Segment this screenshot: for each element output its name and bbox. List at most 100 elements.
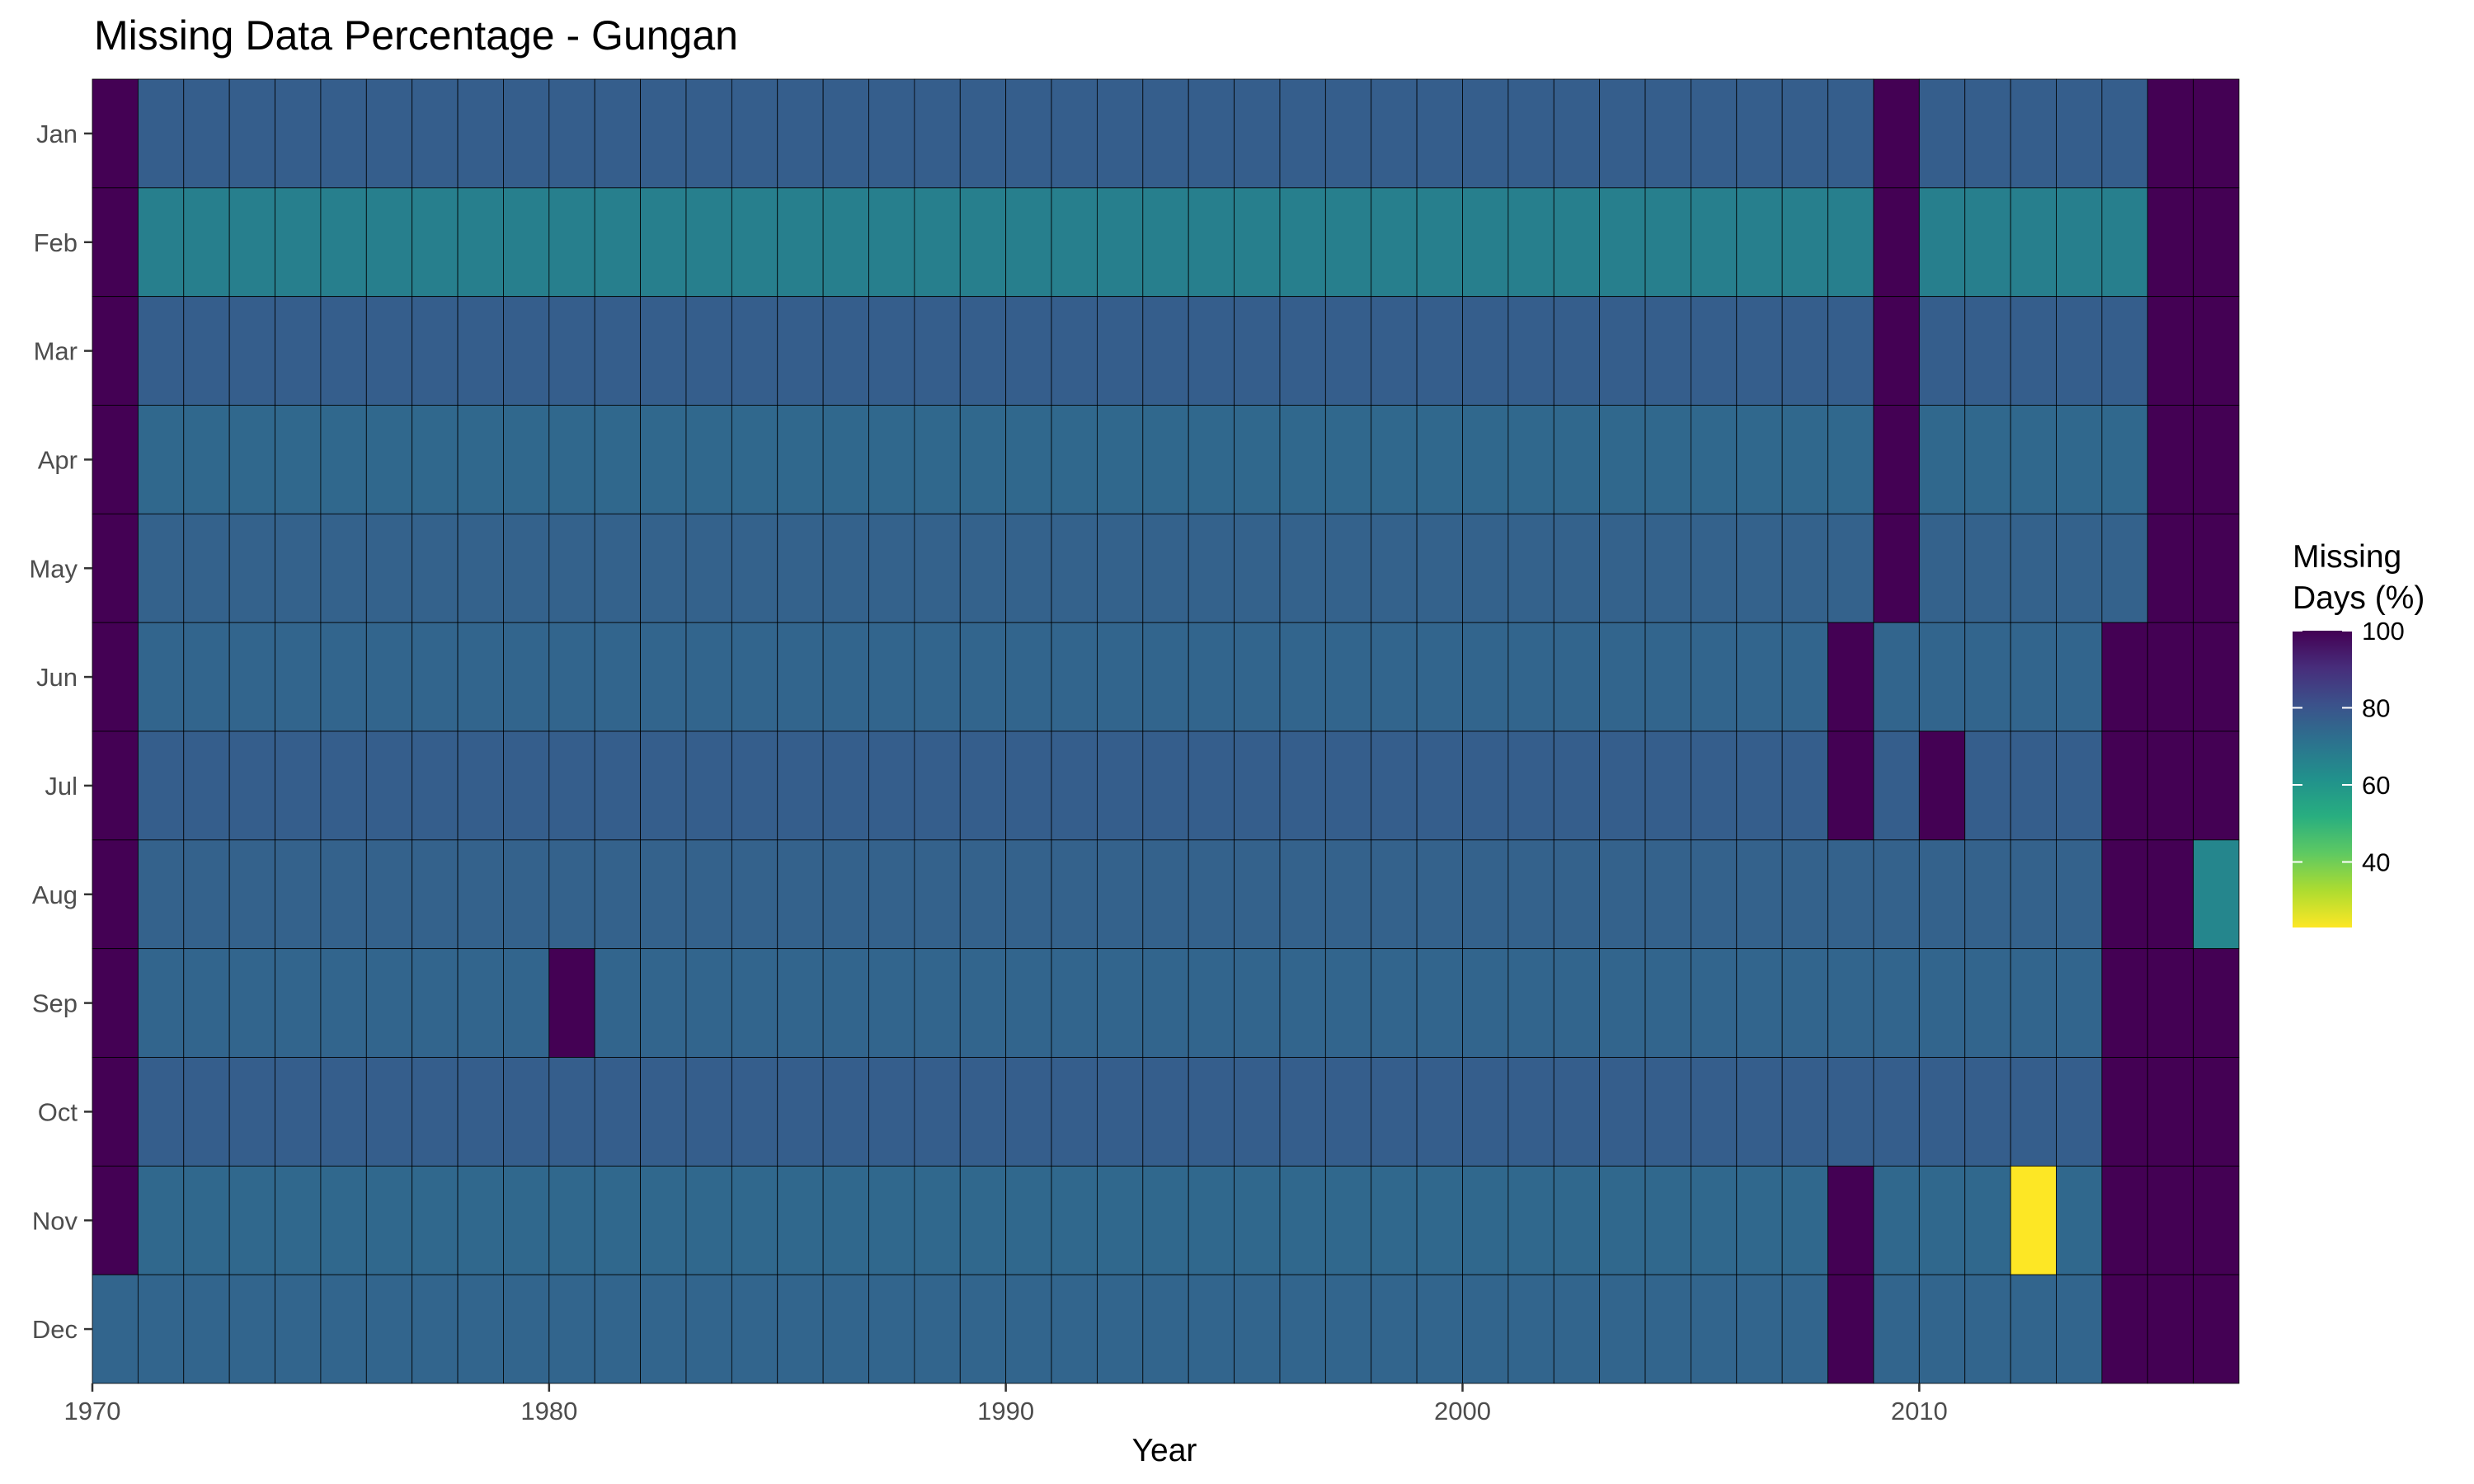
- heatmap-cell: [183, 187, 230, 298]
- heatmap-cell: [503, 296, 550, 406]
- heatmap-cell: [228, 622, 275, 732]
- heatmap-cell: [1188, 622, 1235, 732]
- heatmap-cell: [503, 513, 550, 623]
- heatmap-cell: [503, 78, 550, 189]
- heatmap-cell: [1188, 1057, 1235, 1167]
- heatmap-cell: [2193, 513, 2240, 623]
- heatmap-cell: [228, 513, 275, 623]
- heatmap-cell: [2147, 1057, 2194, 1167]
- heatmap-cell: [275, 1165, 322, 1275]
- heatmap-cell: [777, 1057, 824, 1167]
- heatmap-cell: [959, 948, 1007, 1058]
- heatmap-cell: [412, 405, 459, 514]
- heatmap-cell: [2056, 839, 2103, 950]
- heatmap-cell: [1553, 622, 1601, 732]
- heatmap-cell: [640, 1165, 687, 1275]
- heatmap-cell: [412, 622, 459, 732]
- heatmap-cell: [1873, 622, 1920, 732]
- heatmap-cell: [1234, 1274, 1281, 1384]
- y-tick-label: Jul: [45, 772, 78, 801]
- heatmap-cell: [914, 948, 961, 1058]
- heatmap-cell: [1234, 1057, 1281, 1167]
- heatmap-cell: [92, 948, 139, 1058]
- heatmap-cell: [457, 296, 504, 406]
- heatmap-cell: [228, 187, 275, 298]
- legend: Missing Days (%) 100 80 60 40: [2293, 539, 2425, 928]
- heatmap-cell: [320, 622, 367, 732]
- heatmap-cell: [1736, 948, 1783, 1058]
- heatmap-cell: [1234, 622, 1281, 732]
- heatmap-cell: [92, 78, 139, 189]
- heatmap-cell: [1918, 405, 1966, 514]
- heatmap-cell: [1736, 405, 1783, 514]
- heatmap-cell: [1234, 948, 1281, 1058]
- heatmap-cell: [2010, 839, 2057, 950]
- heatmap-cell: [1005, 513, 1052, 623]
- heatmap-cell: [1964, 839, 2011, 950]
- heatmap-cell: [1416, 296, 1463, 406]
- heatmap-cell: [2147, 187, 2194, 298]
- heatmap-cell: [1324, 513, 1372, 623]
- heatmap-cell: [228, 296, 275, 406]
- heatmap-cell: [1324, 405, 1372, 514]
- heatmap-cell: [868, 78, 915, 189]
- heatmap-cell: [137, 513, 185, 623]
- heatmap-cell: [1599, 1274, 1646, 1384]
- heatmap-cell: [914, 187, 961, 298]
- x-tick-label: 2000: [1434, 1397, 1491, 1425]
- heatmap-cell: [275, 78, 322, 189]
- heatmap-cell: [92, 839, 139, 950]
- heatmap-cell: [594, 187, 641, 298]
- heatmap-cell: [1371, 622, 1418, 732]
- y-tick-label: Mar: [34, 337, 78, 366]
- heatmap-cell: [2193, 78, 2240, 189]
- heatmap-cell: [959, 622, 1007, 732]
- heatmap-cell: [2056, 1274, 2103, 1384]
- heatmap-cell: [822, 622, 869, 732]
- heatmap-cell: [320, 405, 367, 514]
- heatmap-cell: [1371, 1274, 1418, 1384]
- heatmap-cell: [457, 405, 504, 514]
- heatmap-cell: [228, 730, 275, 841]
- heatmap-cell: [137, 1057, 185, 1167]
- heatmap-cell: [183, 622, 230, 732]
- x-tick-label: 1980: [520, 1397, 577, 1425]
- legend-colorbar: [2293, 631, 2352, 928]
- heatmap-cell: [1005, 839, 1052, 950]
- heatmap-cell: [777, 730, 824, 841]
- heatmap-cell: [1553, 296, 1601, 406]
- heatmap-cell: [275, 405, 322, 514]
- heatmap-cell: [1005, 296, 1052, 406]
- heatmap-cell: [1644, 1274, 1691, 1384]
- heatmap-cell: [1599, 187, 1646, 298]
- heatmap-cell: [594, 839, 641, 950]
- heatmap-cell: [275, 1274, 322, 1384]
- heatmap-cell: [2101, 839, 2148, 950]
- heatmap-cell: [777, 1274, 824, 1384]
- heatmap-cell: [183, 1165, 230, 1275]
- heatmap-cell: [183, 78, 230, 189]
- heatmap-cell: [640, 1274, 687, 1384]
- heatmap-cell: [1416, 948, 1463, 1058]
- heatmap-cell: [914, 513, 961, 623]
- heatmap-cell: [1553, 1165, 1601, 1275]
- heatmap-cell: [685, 187, 732, 298]
- heatmap-cell: [1918, 839, 1966, 950]
- heatmap-cell: [1279, 839, 1326, 950]
- heatmap-cell: [2101, 78, 2148, 189]
- legend-title-line1: Missing: [2293, 539, 2401, 575]
- heatmap-cell: [1827, 839, 1874, 950]
- heatmap-cell: [1918, 78, 1966, 189]
- heatmap-cell: [1005, 730, 1052, 841]
- heatmap-cell: [1964, 1165, 2011, 1275]
- heatmap-cell: [640, 405, 687, 514]
- heatmap-cell: [1736, 839, 1783, 950]
- heatmap-cell: [503, 730, 550, 841]
- heatmap-cell: [1051, 730, 1098, 841]
- heatmap-cell: [959, 513, 1007, 623]
- heatmap-cell: [1005, 187, 1052, 298]
- heatmap-cell: [457, 1057, 504, 1167]
- heatmap-cell: [640, 78, 687, 189]
- heatmap-cell: [1051, 513, 1098, 623]
- heatmap-cell: [412, 78, 459, 189]
